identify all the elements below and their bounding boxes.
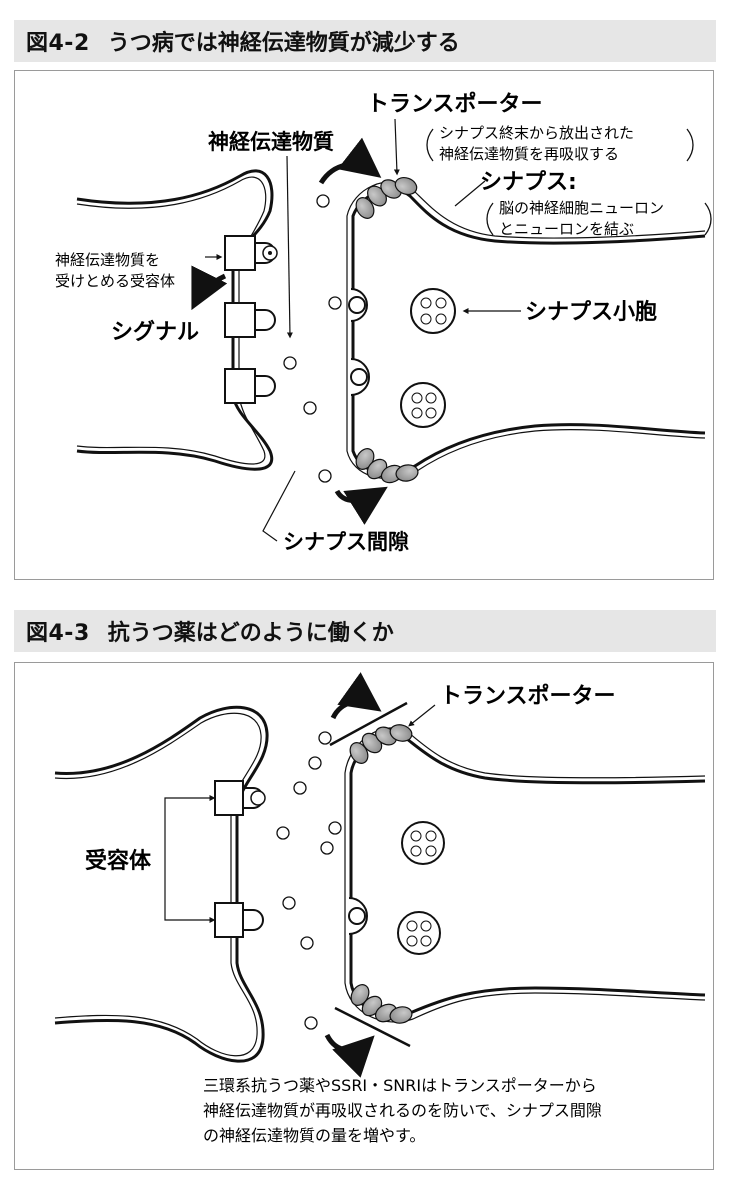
antidepressant-diagram: トランスポーター 受容体 三環系抗うつ薬やSSRI・SNRIはトランスポーターか… <box>54 672 706 1145</box>
drug-blocker-bottom <box>334 1006 411 1048</box>
receptor-group <box>214 780 264 938</box>
postsynaptic-neuron <box>344 727 706 1023</box>
transporters-bottom <box>350 984 413 1024</box>
figure-4-3-header: 図4-3 抗うつ薬はどのように働くか <box>14 610 716 652</box>
transporter-leader <box>408 704 436 727</box>
reuptake-arrow-bottom <box>334 486 388 525</box>
free-neurotransmitters <box>283 194 342 483</box>
membrane-vesicles <box>348 897 368 935</box>
synaptic-vesicle <box>400 382 446 428</box>
caption-line: 三環系抗うつ薬やSSRI・SNRIはトランスポーターから <box>203 1076 597 1095</box>
membrane-vesicles <box>348 288 370 396</box>
figure-number: 図4-2 <box>26 31 90 56</box>
vesicle-label: シナプス小胞 <box>525 299 657 325</box>
blocked-arrow-top <box>330 672 382 720</box>
synapse-note: とニューロンを結ぶ <box>499 220 634 238</box>
figure-number: 図4-3 <box>26 621 90 646</box>
note-bracket <box>704 202 712 236</box>
receptor-label: 神経伝達物質を <box>55 251 160 269</box>
figure-4-3-panel: トランスポーター 受容体 三環系抗うつ薬やSSRI・SNRIはトランスポーターか… <box>14 662 714 1170</box>
transporters-bottom <box>355 448 419 484</box>
cleft-label: シナプス間隙 <box>283 530 409 554</box>
signal-label: シグナル <box>111 319 199 345</box>
reuptake-arrow-top <box>318 137 382 185</box>
figure-4-2-panel: トランスポーター シナプス終末から放出された 神経伝達物質を再吸収する 神経伝達… <box>14 70 714 580</box>
transporter-note: シナプス終末から放出された <box>439 124 634 142</box>
transporters-top <box>349 724 413 764</box>
transporter-label: トランスポーター <box>440 683 616 709</box>
synaptic-vesicle <box>397 911 441 955</box>
postsynaptic-neuron <box>346 181 706 480</box>
note-bracket <box>686 128 694 162</box>
synaptic-vesicle <box>410 288 456 334</box>
neurotransmitter-leader <box>286 155 293 339</box>
figure-4-2-header: 図4-2 うつ病では神経伝達物質が減少する <box>14 20 716 62</box>
synapse-leader <box>454 180 486 207</box>
drug-blocker-top <box>329 701 408 747</box>
transporter-label: トランスポーター <box>367 91 543 117</box>
receptor-bracket <box>164 797 190 921</box>
synaptic-vesicle <box>401 821 445 865</box>
receptor-group <box>224 235 276 404</box>
transporter-note: 神経伝達物質を再吸収する <box>439 145 619 163</box>
signal-arrow <box>191 265 228 311</box>
synapse-diagram: トランスポーター シナプス終末から放出された 神経伝達物質を再吸収する 神経伝達… <box>55 91 712 554</box>
blocked-arrow-bottom <box>324 1033 375 1078</box>
presynaptic-neuron <box>54 705 269 1063</box>
neurotransmitter-label: 神経伝達物質 <box>208 130 334 154</box>
note-bracket <box>486 202 494 236</box>
receptor-label: 受容体 <box>85 848 152 874</box>
free-neurotransmitters <box>276 731 342 1030</box>
caption-line: の神経伝達物質の量を増やす。 <box>203 1126 425 1145</box>
transporter-leader <box>393 118 400 176</box>
note-bracket <box>426 128 434 162</box>
receptor-label: 受けとめる受容体 <box>55 272 175 290</box>
molecule-core <box>268 251 272 255</box>
figure-title: うつ病では神経伝達物質が減少する <box>107 31 460 56</box>
bound-neurotransmitter <box>250 790 266 806</box>
synapse-label: シナプス: <box>480 170 577 195</box>
caption-line: 神経伝達物質が再吸収されるのを防いで、シナプス間隙 <box>203 1101 602 1120</box>
transporters-top <box>355 176 418 219</box>
synapse-note: 脳の神経細胞ニューロン <box>499 199 664 217</box>
cleft-leader <box>262 470 296 542</box>
figure-title: 抗うつ薬はどのように働くか <box>107 621 394 646</box>
